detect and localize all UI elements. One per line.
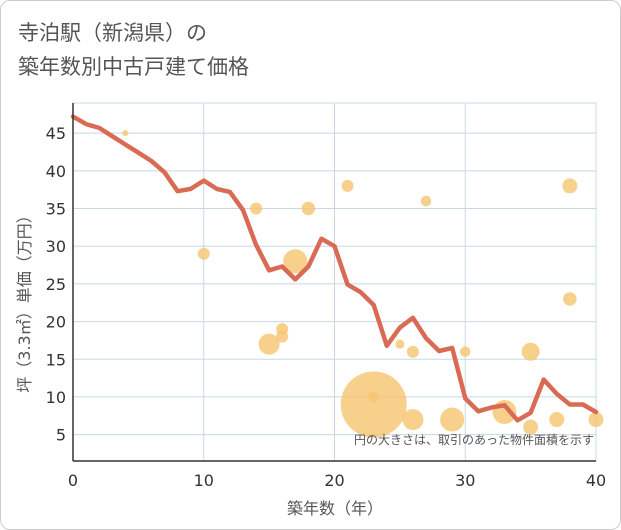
- bubble-point: [340, 371, 407, 438]
- bubble-point: [460, 346, 471, 357]
- bubble-point: [588, 412, 604, 428]
- y-tick-label: 15: [46, 350, 66, 369]
- bubble-point: [276, 330, 289, 343]
- bubble-point: [406, 345, 419, 358]
- line-series: [70, 114, 599, 423]
- bubble-point: [549, 412, 565, 428]
- bubble-point: [122, 130, 129, 137]
- bubble-point: [395, 339, 405, 349]
- x-tick-label: 40: [586, 471, 606, 490]
- bubbles: [122, 130, 604, 438]
- x-axis-label: 築年数（年）: [287, 499, 383, 518]
- x-tick-label: 20: [324, 471, 344, 490]
- y-tick-label: 20: [46, 313, 66, 332]
- bubble-point: [197, 247, 210, 260]
- bubble-point: [420, 195, 432, 207]
- x-tick-label: 10: [194, 471, 214, 490]
- bubble-point: [258, 333, 280, 355]
- bubble-point: [341, 179, 354, 192]
- y-tick-label: 45: [46, 124, 66, 143]
- chart-title-line1: 寺泊駅（新潟県）の: [18, 21, 207, 45]
- y-tick-label: 35: [46, 200, 66, 219]
- bubble-point: [402, 409, 424, 431]
- average-price-line: [70, 114, 599, 423]
- bubble-point: [563, 292, 577, 306]
- y-tick-label: 5: [56, 426, 66, 445]
- size-annotation: 円の大きさは、取引のあった物件面積を示す: [354, 432, 594, 447]
- y-axis-label: 坪（3.3㎡）単価（万円）: [15, 207, 34, 392]
- y-tick-label: 10: [46, 388, 66, 407]
- chart-title: 寺泊駅（新潟県）の 築年数別中古戸建て価格: [18, 16, 249, 84]
- y-tick-label: 25: [46, 275, 66, 294]
- grid: [72, 102, 597, 462]
- bubble-point: [562, 178, 578, 194]
- bubble-point: [301, 201, 316, 216]
- x-tick-label: 30: [455, 471, 475, 490]
- y-tick-label: 40: [46, 162, 66, 181]
- chart-title-line2: 築年数別中古戸建て価格: [18, 55, 249, 79]
- bubble-point: [440, 407, 465, 432]
- axes: 0 10 20 30 40 5 10 15 20 25 30 35 40 45: [46, 103, 606, 490]
- bubble-point: [521, 342, 540, 361]
- x-tick-label: 0: [68, 471, 78, 490]
- bubble-point: [523, 419, 539, 435]
- bubble-point: [283, 249, 308, 274]
- y-tick-label: 30: [46, 237, 66, 256]
- bubble-point: [368, 391, 379, 403]
- bubble-point: [250, 202, 263, 215]
